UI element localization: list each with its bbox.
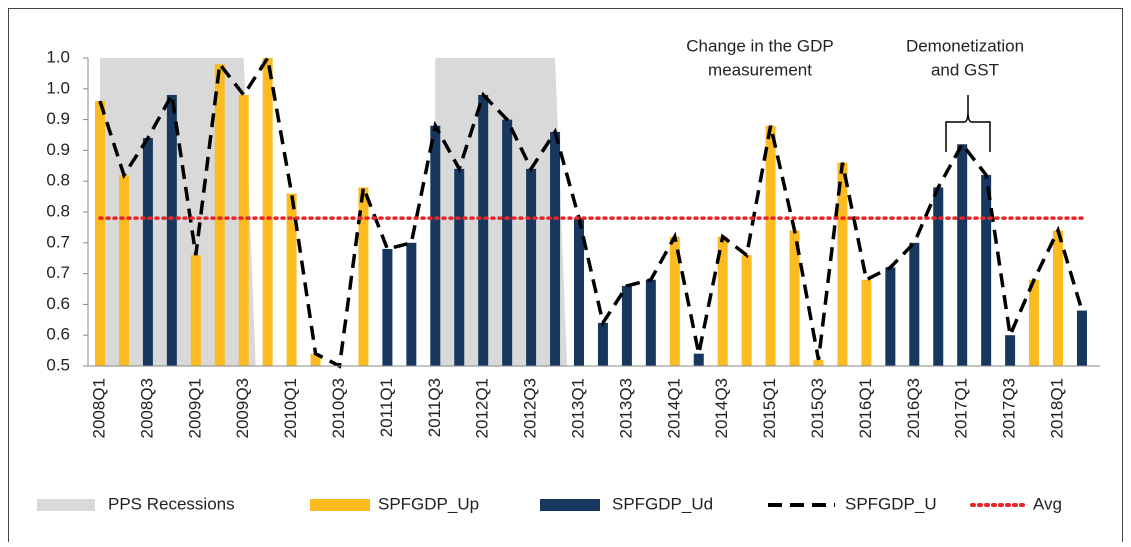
bar [478, 94, 489, 367]
y-tick-label: 0.9 [46, 140, 70, 159]
bar [621, 285, 632, 366]
legend-swatch [37, 499, 95, 511]
bar [861, 279, 872, 366]
bar [406, 242, 417, 366]
bar [214, 64, 225, 366]
y-tick-label: 1.0 [46, 78, 70, 97]
bar [717, 236, 728, 366]
legend-swatch [310, 499, 370, 511]
y-tick-label: 0.6 [46, 325, 70, 344]
legend-label: PPS Recessions [108, 494, 235, 513]
bar [262, 58, 273, 366]
bar [166, 94, 177, 367]
y-tick-label: 0.8 [46, 171, 70, 190]
x-tick-label: 2010Q3 [329, 378, 348, 439]
bar [286, 193, 297, 366]
bar [597, 322, 608, 366]
x-tick-label: 2014Q1 [664, 378, 683, 439]
x-tick-label: 2012Q1 [473, 378, 492, 439]
y-tick-label: 0.7 [46, 232, 70, 251]
x-tick-label: 2015Q1 [760, 378, 779, 439]
bar [1076, 310, 1087, 366]
legend-label: SPFGDP_Up [378, 494, 479, 513]
bar [1029, 279, 1040, 366]
bar [741, 255, 752, 366]
x-tick-label: 2016Q1 [856, 378, 875, 439]
y-tick-label: 1.0 [46, 47, 70, 66]
bar [957, 144, 968, 366]
y-tick-label: 0.9 [46, 109, 70, 128]
x-tick-label: 2017Q3 [1000, 378, 1019, 439]
x-tick-label: 2011Q3 [425, 378, 444, 437]
bar [933, 187, 944, 366]
bar [837, 162, 848, 366]
x-tick-label: 2016Q3 [904, 378, 923, 439]
bar [526, 168, 537, 366]
x-tick-label: 2011Q1 [377, 378, 396, 437]
line [98, 53, 1084, 369]
legend-swatch [540, 499, 600, 511]
bar [885, 267, 896, 366]
bar [1005, 335, 1016, 366]
x-tick-label: 2008Q1 [89, 378, 108, 439]
bar [813, 359, 824, 366]
x-tick-label: 2017Q1 [952, 378, 971, 439]
y-tick-label: 0.8 [46, 201, 70, 220]
bar [550, 131, 561, 366]
x-tick-label: 2009Q1 [185, 378, 204, 439]
annotation: Change in the GDP [686, 36, 833, 55]
annotation: and GST [931, 60, 999, 79]
x-tick-label: 2009Q3 [233, 378, 252, 439]
bar [190, 255, 201, 366]
x-tick-label: 2012Q3 [521, 378, 540, 439]
bar [95, 101, 105, 367]
bar [502, 119, 513, 366]
bar [1053, 230, 1063, 366]
x-tick-label: 2018Q1 [1047, 378, 1066, 439]
legend-label: SPFGDP_U [845, 494, 937, 513]
annotation: Demonetization [906, 36, 1024, 55]
legend-label: Avg [1033, 494, 1062, 513]
bar [574, 218, 584, 366]
bar [454, 168, 465, 366]
bar [142, 138, 153, 366]
bar [981, 175, 992, 366]
bar [765, 125, 776, 366]
x-tick-label: 2013Q3 [616, 378, 635, 439]
bar [310, 353, 321, 366]
bar [238, 94, 249, 367]
bar [358, 187, 369, 366]
x-tick-label: 2010Q1 [281, 378, 300, 439]
bar [669, 236, 680, 366]
x-tick-label: 2015Q3 [808, 378, 827, 439]
y-tick-label: 0.6 [46, 294, 70, 313]
bar [382, 248, 393, 366]
bar [693, 353, 704, 366]
annotation: measurement [708, 60, 812, 79]
legend-label: SPFGDP_Ud [612, 494, 713, 513]
bar [118, 175, 129, 366]
x-tick-label: 2013Q1 [568, 378, 587, 439]
bar [430, 125, 441, 366]
x-tick-label: 2008Q3 [137, 378, 156, 439]
bracket [945, 95, 991, 152]
y-tick-label: 0.5 [46, 355, 70, 374]
x-tick-label: 2014Q3 [712, 378, 731, 439]
y-tick-label: 0.7 [46, 263, 70, 282]
bar [789, 230, 800, 366]
bar [645, 279, 656, 366]
bar [909, 242, 920, 366]
